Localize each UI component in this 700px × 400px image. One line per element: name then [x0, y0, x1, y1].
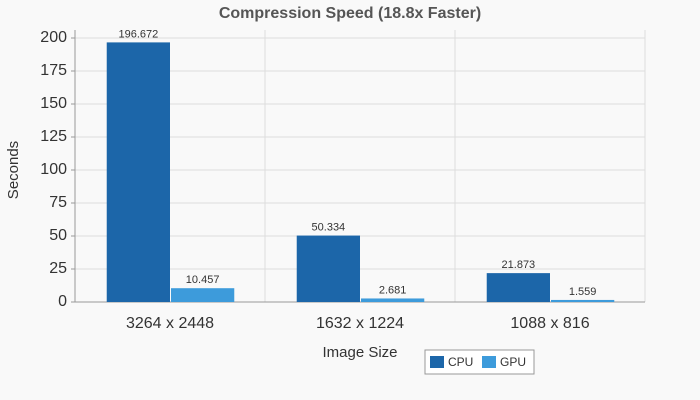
- value-label: 2.681: [379, 284, 407, 296]
- bar: [486, 273, 550, 302]
- legend-label: GPU: [500, 355, 526, 369]
- value-label: 10.457: [186, 274, 220, 286]
- value-label: 196.672: [118, 28, 158, 40]
- legend-swatch: [482, 356, 496, 368]
- value-label: 21.873: [502, 259, 536, 271]
- y-tick-label: 150: [40, 95, 67, 112]
- x-tick-label: 3264 x 2448: [126, 315, 214, 332]
- legend-swatch: [430, 356, 444, 368]
- y-tick-label: 175: [40, 62, 67, 79]
- y-tick-label: 125: [40, 128, 67, 145]
- y-tick-label: 0: [58, 293, 67, 310]
- y-tick-label: 50: [49, 227, 67, 244]
- y-tick-label: 100: [40, 161, 67, 178]
- bar: [106, 42, 170, 303]
- value-label: 1.559: [569, 286, 597, 298]
- bar: [171, 288, 235, 302]
- x-tick-label: 1088 x 816: [510, 315, 589, 332]
- x-axis-label: Image Size: [322, 344, 397, 361]
- value-label: 50.334: [312, 221, 346, 233]
- y-axis-label: Seconds: [5, 141, 22, 199]
- y-tick-label: 25: [49, 260, 67, 277]
- y-tick-label: 75: [49, 194, 67, 211]
- bar: [296, 235, 360, 302]
- x-tick-label: 1632 x 1224: [316, 315, 404, 332]
- legend-label: CPU: [448, 355, 473, 369]
- bar: [551, 299, 615, 302]
- y-tick-label: 200: [40, 29, 67, 46]
- bar: [361, 298, 425, 302]
- chart-title: Compression Speed (18.8x Faster): [219, 5, 481, 22]
